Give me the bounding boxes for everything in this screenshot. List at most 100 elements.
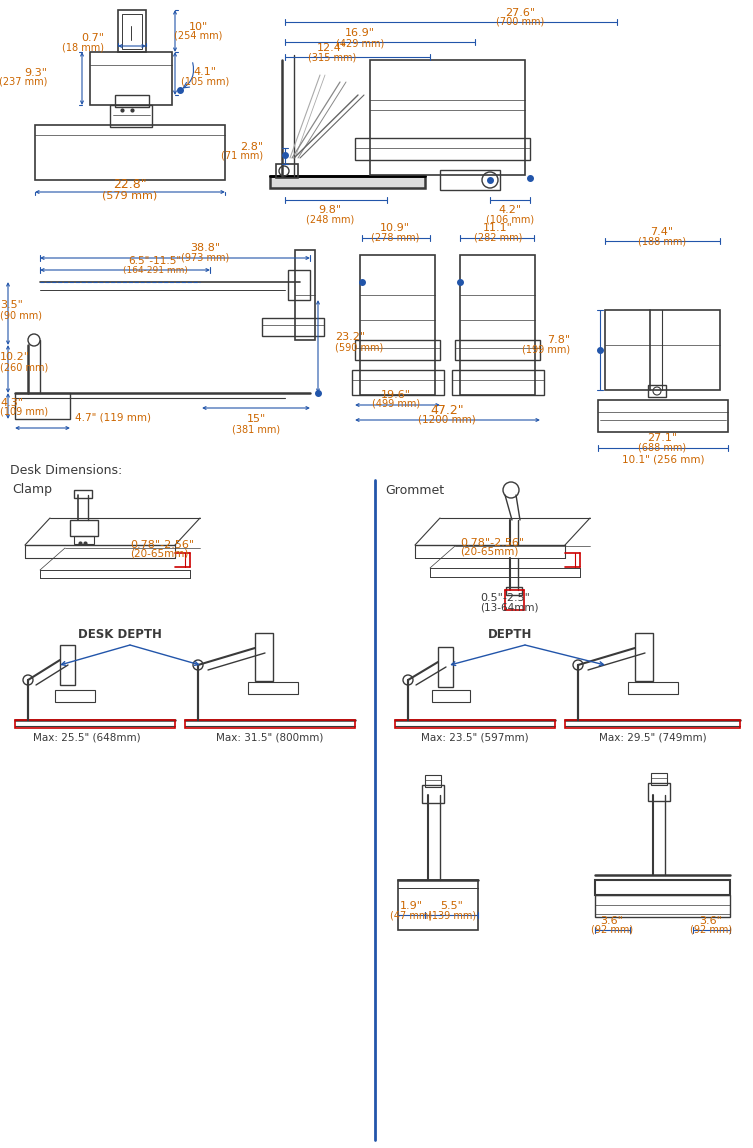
Bar bbox=[15, 393, 70, 419]
Bar bbox=[648, 385, 666, 397]
Bar bbox=[15, 720, 175, 728]
Text: Clamp: Clamp bbox=[12, 483, 52, 496]
Text: (13-64mm): (13-64mm) bbox=[480, 603, 538, 613]
Bar bbox=[255, 633, 273, 681]
Text: 22.8": 22.8" bbox=[113, 178, 147, 192]
Text: (282 mm): (282 mm) bbox=[474, 232, 522, 242]
Text: (315 mm): (315 mm) bbox=[308, 52, 356, 62]
Text: (71 mm): (71 mm) bbox=[221, 152, 263, 161]
Text: (92 mm): (92 mm) bbox=[591, 925, 633, 934]
Bar bbox=[395, 720, 555, 728]
Text: (106 mm): (106 mm) bbox=[486, 214, 534, 224]
Bar bbox=[55, 690, 95, 701]
Text: 10.9": 10.9" bbox=[380, 223, 410, 233]
Text: (381 mm): (381 mm) bbox=[232, 424, 280, 434]
Bar bbox=[598, 400, 728, 432]
Bar bbox=[425, 775, 441, 788]
Bar bbox=[595, 881, 730, 895]
Bar bbox=[74, 536, 94, 544]
Text: (139 mm): (139 mm) bbox=[428, 910, 476, 920]
Bar bbox=[352, 370, 444, 395]
Text: 7.4": 7.4" bbox=[651, 227, 674, 236]
Text: 4.7" (119 mm): 4.7" (119 mm) bbox=[75, 413, 151, 422]
Text: 1.9": 1.9" bbox=[400, 901, 422, 912]
Text: 10.2": 10.2" bbox=[0, 352, 30, 362]
Text: 10.1" (256 mm): 10.1" (256 mm) bbox=[622, 455, 704, 465]
Bar bbox=[422, 785, 444, 802]
Bar bbox=[360, 255, 435, 395]
Text: 2.8": 2.8" bbox=[240, 142, 263, 152]
Bar bbox=[648, 783, 670, 801]
Text: Max: 23.5" (597mm): Max: 23.5" (597mm) bbox=[421, 734, 529, 743]
Text: Max: 25.5" (648mm): Max: 25.5" (648mm) bbox=[33, 734, 141, 743]
Bar bbox=[288, 270, 310, 300]
Text: Max: 31.5" (800mm): Max: 31.5" (800mm) bbox=[216, 734, 324, 743]
Text: 9.8": 9.8" bbox=[319, 205, 342, 215]
Bar bbox=[440, 170, 500, 191]
Bar bbox=[276, 164, 298, 178]
Text: 19.6": 19.6" bbox=[381, 390, 411, 400]
Bar bbox=[115, 95, 149, 107]
Text: 9.3": 9.3" bbox=[24, 68, 47, 78]
Text: (499 mm): (499 mm) bbox=[372, 400, 420, 409]
Text: (18 mm): (18 mm) bbox=[62, 42, 104, 52]
Text: 4.1": 4.1" bbox=[194, 67, 217, 77]
Text: 0.78"-2.56": 0.78"-2.56" bbox=[460, 538, 524, 548]
Text: DESK DEPTH: DESK DEPTH bbox=[78, 628, 162, 642]
Bar bbox=[355, 138, 530, 160]
Text: (590 mm): (590 mm) bbox=[335, 342, 383, 352]
Text: (109 mm): (109 mm) bbox=[0, 408, 48, 417]
Text: 15": 15" bbox=[246, 414, 266, 424]
Text: (973 mm): (973 mm) bbox=[181, 253, 229, 262]
Text: (254 mm): (254 mm) bbox=[174, 31, 222, 41]
Text: (700 mm): (700 mm) bbox=[496, 17, 544, 28]
Text: 16.9": 16.9" bbox=[345, 28, 375, 38]
Bar bbox=[651, 773, 667, 785]
Text: 23.2": 23.2" bbox=[335, 332, 365, 342]
Bar bbox=[110, 104, 152, 127]
Bar bbox=[185, 720, 355, 728]
Text: (688 mm): (688 mm) bbox=[638, 443, 686, 453]
Bar bbox=[262, 318, 324, 336]
Text: (579 mm): (579 mm) bbox=[102, 191, 157, 201]
Text: (429 mm): (429 mm) bbox=[336, 38, 384, 48]
Text: 3.6": 3.6" bbox=[700, 916, 722, 926]
Text: (248 mm): (248 mm) bbox=[306, 214, 354, 224]
Text: 5.5": 5.5" bbox=[441, 901, 463, 912]
Text: (1200 mm): (1200 mm) bbox=[418, 414, 476, 424]
Bar bbox=[118, 10, 146, 52]
Text: Grommet: Grommet bbox=[385, 483, 444, 496]
Bar bbox=[595, 895, 730, 917]
Bar bbox=[635, 633, 653, 681]
Bar bbox=[438, 647, 453, 687]
Bar bbox=[460, 255, 535, 395]
Text: DEPTH: DEPTH bbox=[488, 628, 532, 642]
Text: 27.6": 27.6" bbox=[505, 8, 535, 18]
Bar bbox=[90, 52, 172, 104]
Bar bbox=[122, 14, 142, 49]
Bar bbox=[628, 682, 678, 695]
Text: 3.6": 3.6" bbox=[601, 916, 623, 926]
Text: (20-65mm): (20-65mm) bbox=[130, 549, 188, 559]
Text: 3.5": 3.5" bbox=[0, 300, 23, 310]
Text: (260 mm): (260 mm) bbox=[0, 362, 48, 372]
Bar bbox=[605, 310, 720, 390]
Bar bbox=[270, 176, 425, 188]
Text: 47.2": 47.2" bbox=[430, 403, 464, 417]
Text: 4.2": 4.2" bbox=[498, 205, 522, 215]
Text: (47 mm): (47 mm) bbox=[390, 910, 432, 920]
Bar bbox=[432, 690, 470, 701]
Text: 10": 10" bbox=[188, 22, 208, 32]
Text: (199 mm): (199 mm) bbox=[522, 344, 570, 354]
Text: Max: 29.5" (749mm): Max: 29.5" (749mm) bbox=[599, 734, 707, 743]
Bar bbox=[398, 881, 478, 930]
Text: 27.1": 27.1" bbox=[647, 433, 677, 443]
Text: (90 mm): (90 mm) bbox=[0, 310, 42, 320]
Text: (164-291 mm): (164-291 mm) bbox=[123, 265, 187, 274]
Bar bbox=[370, 60, 525, 174]
Text: 11.1": 11.1" bbox=[483, 223, 513, 233]
Text: Desk Dimensions:: Desk Dimensions: bbox=[10, 464, 122, 476]
Text: 0.7": 0.7" bbox=[81, 33, 104, 42]
Bar bbox=[355, 340, 440, 360]
Bar bbox=[565, 720, 740, 728]
